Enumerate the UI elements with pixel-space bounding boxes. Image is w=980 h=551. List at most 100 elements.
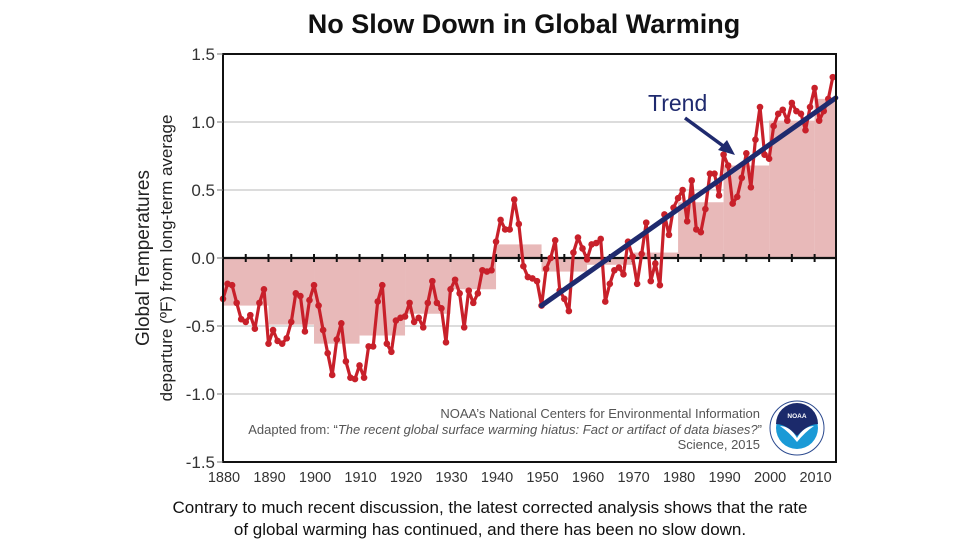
data-point xyxy=(351,375,359,383)
data-point xyxy=(765,155,773,163)
x-tick-label: 1890 xyxy=(253,470,285,486)
data-point xyxy=(597,235,605,243)
data-point xyxy=(729,200,736,207)
caption-line2: of global warming has continued, and the… xyxy=(234,520,746,539)
x-tick-label: 1900 xyxy=(299,470,331,486)
data-point xyxy=(256,299,263,307)
data-point xyxy=(360,374,368,381)
data-point xyxy=(647,277,655,285)
data-point xyxy=(269,326,277,334)
data-point xyxy=(433,299,441,307)
data-point xyxy=(674,194,682,202)
data-point xyxy=(711,170,718,177)
data-point xyxy=(465,287,473,294)
data-point xyxy=(424,299,432,307)
trend-line-group xyxy=(539,95,839,309)
decade-bar xyxy=(769,120,815,258)
data-point xyxy=(811,84,818,92)
data-point xyxy=(315,302,322,309)
data-point xyxy=(551,237,559,244)
data-point xyxy=(378,281,386,289)
data-point xyxy=(492,238,500,245)
data-point xyxy=(460,324,468,331)
data-point xyxy=(533,277,541,285)
decade-bar xyxy=(814,98,836,258)
data-point xyxy=(620,271,627,278)
data-point xyxy=(265,340,272,347)
x-tick-label: 1970 xyxy=(617,470,649,486)
data-point xyxy=(497,216,504,224)
data-point xyxy=(474,290,482,297)
x-tick-label: 1940 xyxy=(481,470,513,486)
data-point xyxy=(561,295,568,303)
data-point xyxy=(638,250,645,258)
decade-bar xyxy=(541,258,588,272)
data-point xyxy=(365,343,372,350)
data-point xyxy=(633,280,641,288)
data-point xyxy=(429,277,436,285)
data-point xyxy=(579,245,586,252)
decade-bar xyxy=(496,244,542,258)
y-axis-label-line2: departure (ºF) from long-term average xyxy=(157,115,176,402)
data-point xyxy=(665,231,673,239)
chart-title: No Slow Down in Global Warming xyxy=(308,9,741,39)
data-point xyxy=(702,205,709,213)
data-point xyxy=(415,314,422,322)
data-point xyxy=(338,319,345,327)
data-point xyxy=(815,117,823,124)
y-axis-ticks: 1.5 1.0 0.5 0.0 -0.5 -1.0 -1.5 xyxy=(186,45,223,472)
data-point xyxy=(774,110,782,118)
y-tick-label: 0.0 xyxy=(191,249,215,268)
data-point xyxy=(442,339,450,346)
zero-axis xyxy=(223,254,836,262)
attribution: NOAA’s National Centers for Environmenta… xyxy=(248,406,762,452)
data-point xyxy=(743,149,750,157)
data-point xyxy=(601,298,609,305)
data-point xyxy=(342,358,350,365)
data-point xyxy=(297,292,304,300)
data-point xyxy=(788,99,796,107)
data-point xyxy=(383,340,391,347)
trend-line xyxy=(539,95,839,309)
x-tick-label: 1880 xyxy=(208,470,240,486)
data-point xyxy=(606,280,614,288)
data-point xyxy=(447,285,454,293)
x-axis-ticks: 1880 1890 1900 1910 1920 1930 1940 1950 1960 1970… xyxy=(208,470,832,486)
data-point xyxy=(233,299,240,307)
data-point xyxy=(324,349,331,357)
data-point xyxy=(574,234,582,241)
data-point xyxy=(724,162,732,169)
data-point xyxy=(565,307,573,315)
data-point xyxy=(770,122,777,130)
noaa-logo-text: NOAA xyxy=(787,413,806,420)
data-point xyxy=(570,249,577,256)
x-tick-label: 1920 xyxy=(390,470,422,486)
y-tick-label: -0.5 xyxy=(186,317,215,336)
data-point xyxy=(242,318,250,326)
data-point xyxy=(328,371,336,379)
data-point xyxy=(683,217,691,225)
data-point xyxy=(506,226,514,233)
attribution-line2: Adapted from: “The recent global surface… xyxy=(248,422,762,437)
data-point xyxy=(697,228,705,236)
data-point xyxy=(510,196,518,203)
x-tick-label: 1990 xyxy=(708,470,740,486)
data-point xyxy=(469,299,477,307)
data-point xyxy=(515,220,523,228)
data-point xyxy=(656,281,664,289)
data-point xyxy=(310,281,318,289)
data-point xyxy=(520,262,527,270)
data-point xyxy=(547,254,554,262)
data-point xyxy=(802,126,809,134)
data-point xyxy=(733,193,741,201)
temperature-line xyxy=(219,73,837,383)
x-tick-label: 2010 xyxy=(799,470,831,486)
x-tick-label: 1980 xyxy=(663,470,695,486)
data-point xyxy=(488,266,495,274)
data-point xyxy=(797,110,805,118)
y-tick-label: 0.5 xyxy=(191,181,215,200)
y-tick-label: 1.5 xyxy=(191,45,215,64)
data-point xyxy=(406,299,413,307)
data-point xyxy=(615,264,623,271)
